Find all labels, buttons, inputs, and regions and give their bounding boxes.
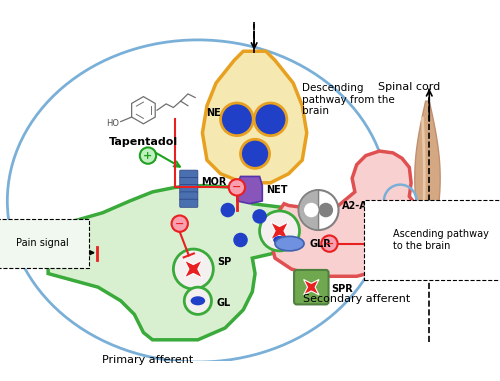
Polygon shape — [184, 260, 202, 278]
Text: SP: SP — [217, 257, 231, 267]
FancyBboxPatch shape — [180, 185, 198, 193]
Text: NET: NET — [266, 185, 287, 195]
Polygon shape — [304, 280, 319, 295]
Circle shape — [260, 211, 300, 251]
Circle shape — [234, 233, 248, 247]
Polygon shape — [237, 176, 262, 204]
Circle shape — [227, 109, 247, 129]
Circle shape — [304, 203, 318, 217]
Polygon shape — [415, 101, 440, 255]
FancyBboxPatch shape — [180, 178, 198, 186]
Text: NE: NE — [206, 108, 220, 118]
Polygon shape — [202, 51, 307, 183]
Text: Spinal cord: Spinal cord — [378, 82, 440, 92]
Polygon shape — [270, 222, 288, 240]
Text: +: + — [144, 150, 152, 161]
Text: MOR: MOR — [202, 177, 227, 187]
Circle shape — [184, 287, 212, 314]
Polygon shape — [48, 186, 307, 340]
Circle shape — [252, 209, 267, 224]
Text: Descending
pathway from the
brain: Descending pathway from the brain — [302, 83, 395, 116]
Circle shape — [140, 147, 156, 164]
Ellipse shape — [275, 236, 304, 251]
Circle shape — [260, 109, 280, 129]
Text: −: − — [325, 239, 334, 249]
Polygon shape — [270, 151, 424, 276]
Text: Primary afferent: Primary afferent — [102, 355, 194, 365]
FancyBboxPatch shape — [180, 192, 198, 200]
Circle shape — [246, 145, 264, 163]
Polygon shape — [421, 117, 426, 240]
Text: Pain signal: Pain signal — [16, 238, 69, 248]
Circle shape — [228, 179, 245, 195]
FancyBboxPatch shape — [180, 199, 198, 207]
Text: −: − — [232, 182, 241, 192]
Circle shape — [220, 203, 235, 217]
Text: Tapentadol: Tapentadol — [109, 138, 178, 147]
Circle shape — [322, 235, 338, 252]
Text: −: − — [175, 219, 184, 229]
Text: A2-AR: A2-AR — [342, 200, 376, 211]
Text: Secondary afferent: Secondary afferent — [303, 293, 410, 304]
Circle shape — [254, 103, 287, 136]
Wedge shape — [298, 190, 318, 230]
Text: SPR: SPR — [332, 284, 353, 294]
Text: GLR: GLR — [310, 239, 331, 249]
Text: Ascending pathway
to the brain: Ascending pathway to the brain — [393, 229, 489, 251]
Ellipse shape — [273, 236, 286, 244]
Circle shape — [220, 103, 253, 136]
Text: HO: HO — [106, 119, 119, 128]
Text: GL: GL — [216, 298, 230, 307]
Circle shape — [298, 190, 339, 230]
FancyBboxPatch shape — [180, 170, 198, 178]
Ellipse shape — [190, 296, 205, 305]
Circle shape — [174, 249, 214, 289]
FancyBboxPatch shape — [294, 270, 328, 304]
Circle shape — [172, 216, 188, 232]
Circle shape — [240, 139, 270, 168]
Circle shape — [318, 203, 333, 217]
